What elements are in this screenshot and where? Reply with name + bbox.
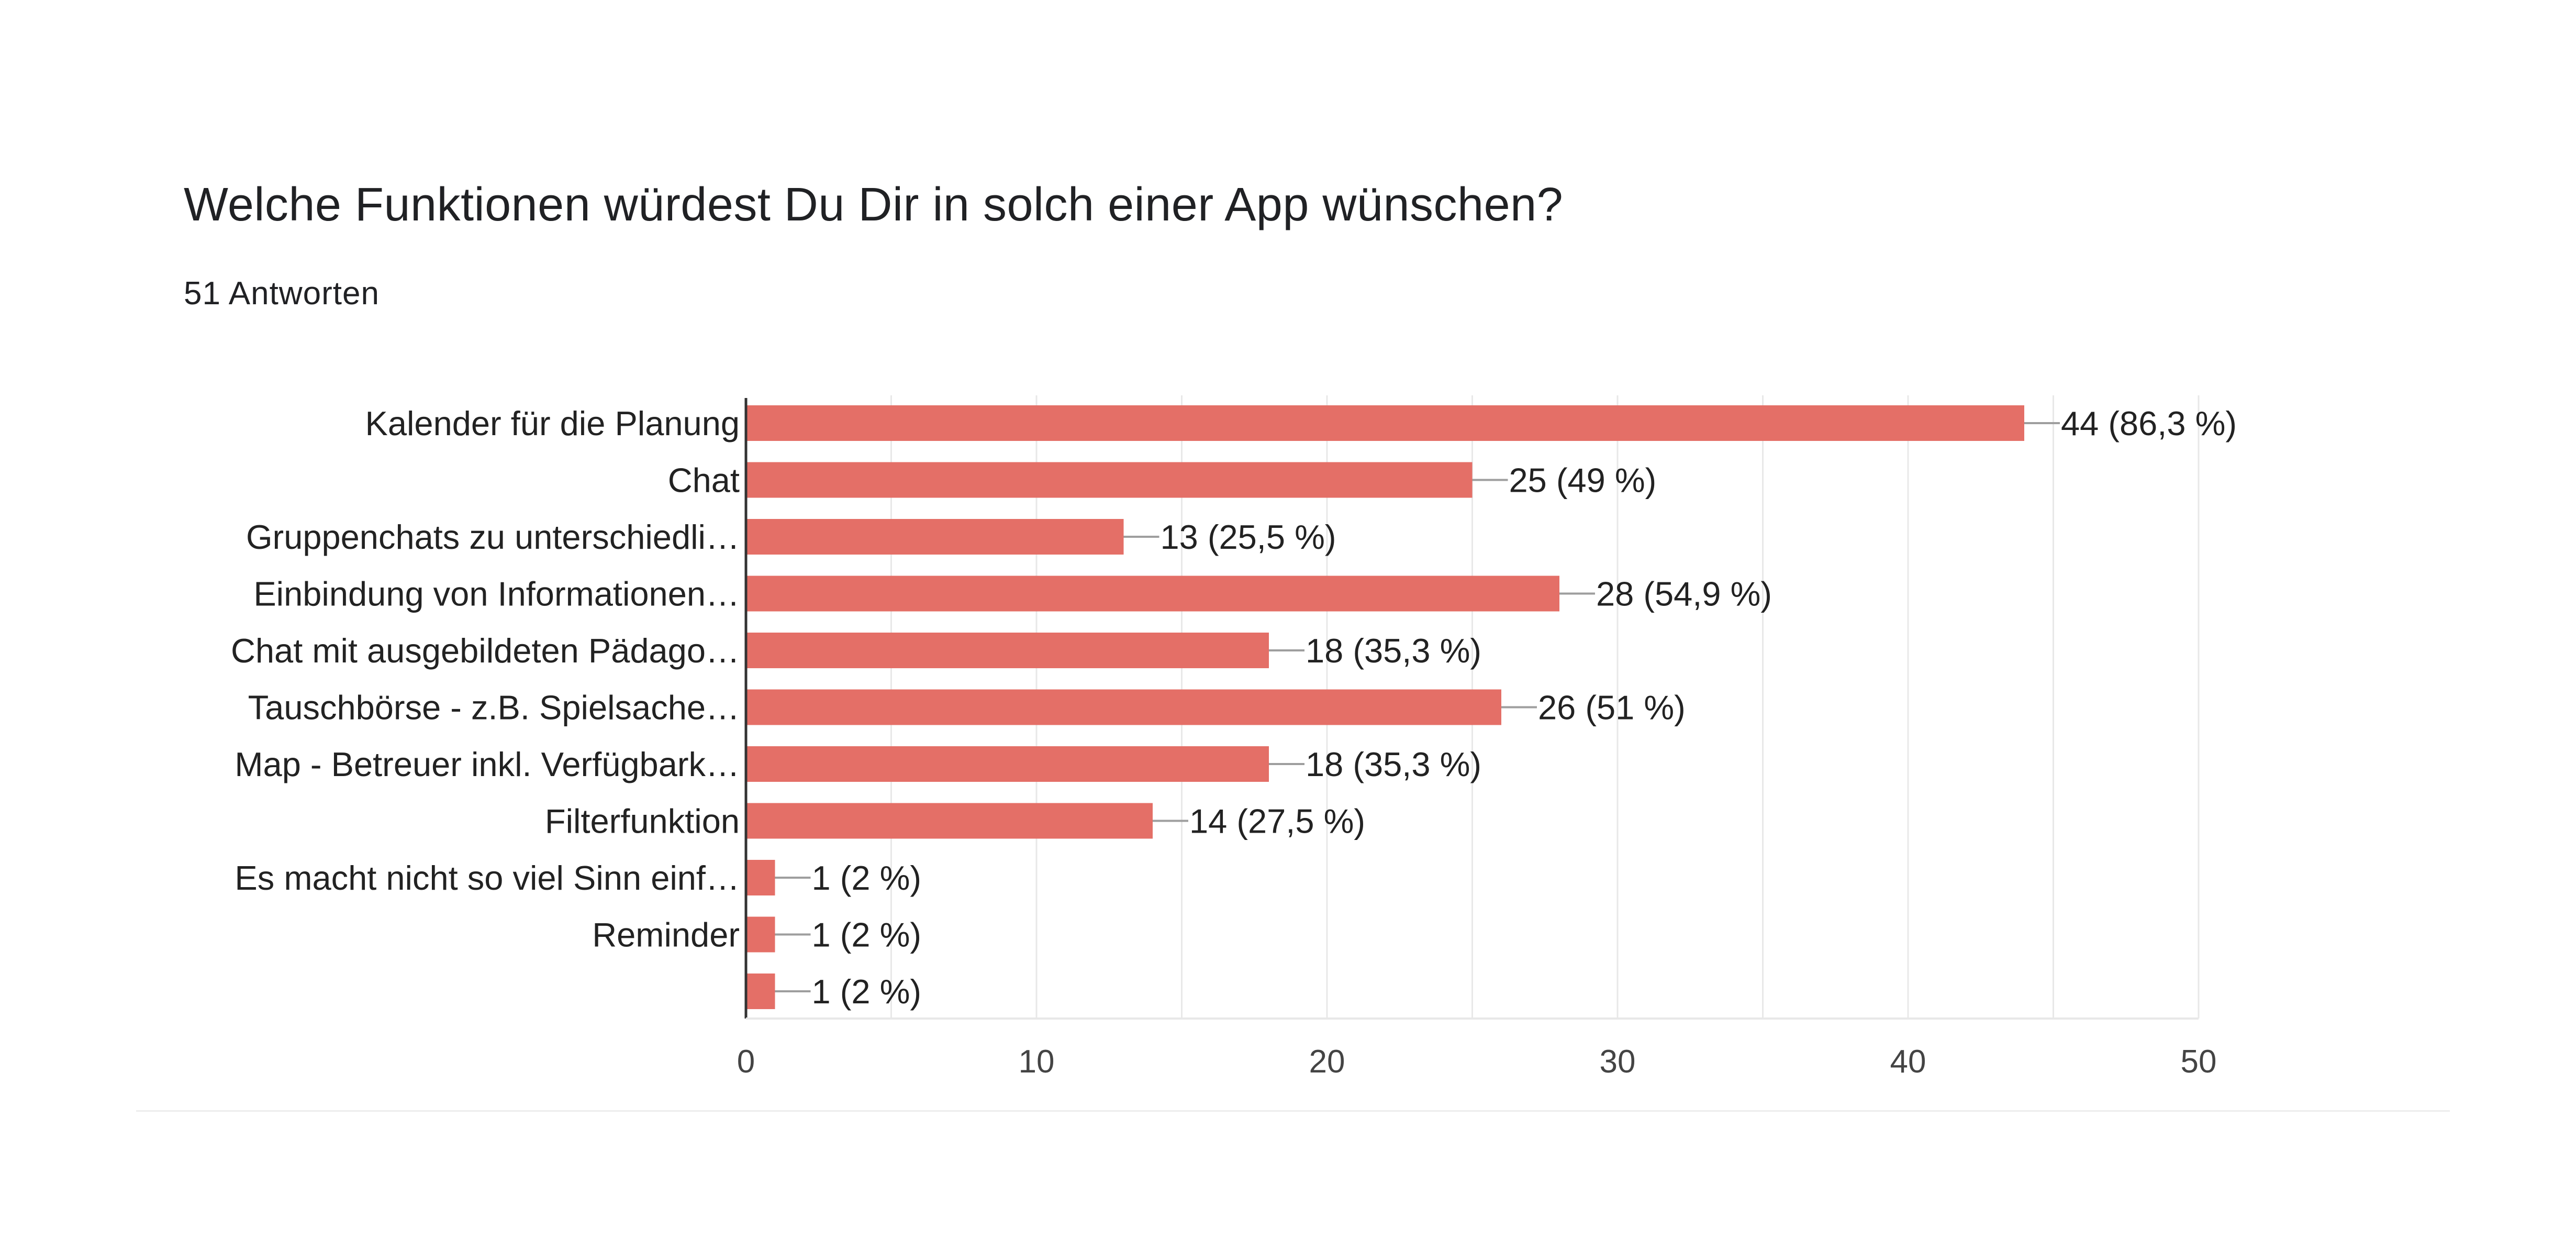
category-label: Chat (668, 461, 740, 500)
data-label: 28 (54,9 %) (1596, 575, 1772, 613)
bar (746, 519, 1124, 555)
response-count: 51 Antworten (184, 275, 380, 312)
x-tick-label: 10 (1019, 1044, 1055, 1080)
bar (746, 746, 1269, 782)
x-tick-label: 40 (1890, 1044, 1926, 1080)
category-label: Einbindung von Informationen… (253, 575, 740, 613)
bar (746, 803, 1153, 839)
bar (746, 405, 2024, 441)
question-title: Welche Funktionen würdest Du Dir in solc… (184, 179, 1564, 231)
bars (746, 405, 2024, 1009)
axes: 0 10 20 30 40 50 (737, 398, 2217, 1080)
category-label: Tauschbörse - z.B. Spielsache… (248, 689, 740, 727)
category-label: Kalender für die Planung (365, 404, 740, 442)
category-label: Chat mit ausgebildeten Pädago… (231, 632, 740, 670)
x-tick-label: 30 (1600, 1044, 1636, 1080)
bar (746, 576, 1559, 612)
data-label: 18 (35,3 %) (1306, 632, 1481, 670)
category-label: Es macht nicht so viel Sinn einf… (235, 859, 740, 897)
x-tick-label: 50 (2181, 1044, 2217, 1080)
bar (746, 633, 1269, 668)
data-label: 18 (35,3 %) (1306, 745, 1481, 783)
x-tick-label: 0 (737, 1044, 755, 1080)
bar (746, 916, 775, 953)
category-label: Filterfunktion (545, 802, 740, 840)
x-tick-label: 20 (1309, 1044, 1345, 1080)
category-label: Gruppenchats zu unterschiedli… (246, 518, 740, 556)
footer-divider (136, 1110, 2450, 1112)
data-label: 1 (2 %) (812, 972, 922, 1011)
labels: 44 (86,3 %) Kalender für die Planung 25 (4… (231, 404, 2237, 1011)
bar (746, 974, 775, 1009)
bar (746, 689, 1501, 725)
data-label: 14 (27,5 %) (1189, 802, 1365, 840)
bar (746, 462, 1473, 498)
category-label: Reminder (592, 916, 740, 954)
data-label: 1 (2 %) (812, 859, 922, 897)
data-label: 13 (25,5 %) (1161, 518, 1336, 556)
data-label: 25 (49 %) (1509, 461, 1657, 500)
data-label: 44 (86,3 %) (2061, 404, 2237, 442)
category-label: Map - Betreuer inkl. Verfügbark… (235, 745, 740, 783)
data-label: 1 (2 %) (812, 916, 922, 954)
data-label: 26 (51 %) (1538, 689, 1686, 727)
bar (746, 860, 775, 895)
